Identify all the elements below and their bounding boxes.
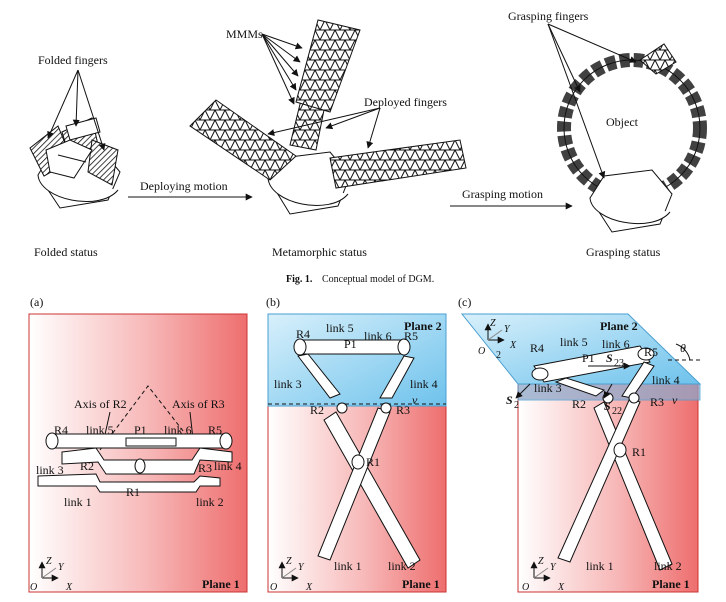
- conceptual-model: Folded fingers Deploying motion MMMs Dep…: [29, 9, 707, 259]
- c-label-s22: S: [604, 399, 611, 413]
- svg-text:2: 2: [514, 400, 519, 411]
- label-grasping-status: Grasping status: [586, 245, 661, 259]
- svg-text:2: 2: [496, 350, 501, 361]
- c-frame-o2: Z Y O X 2: [478, 318, 517, 361]
- c-label-link6: link 6: [602, 337, 630, 351]
- label-folded-status: Folded status: [34, 245, 98, 259]
- c-label-link2: link 2: [654, 559, 682, 573]
- panel-c: (c) Z Y O X 2 R4 link 5 link 6: [458, 295, 702, 593]
- svg-text:X: X: [557, 582, 565, 593]
- c-label-plane1: Plane 1: [652, 577, 690, 591]
- a-label-p1: P1: [134, 423, 147, 437]
- svg-text:O: O: [478, 346, 485, 357]
- svg-text:22: 22: [612, 406, 622, 417]
- label-object: Object: [606, 115, 639, 129]
- panel-b: (b) link 5 Plane 2 R4 P1 link 6 R5 link …: [266, 295, 447, 593]
- svg-text:Z: Z: [490, 318, 496, 329]
- a-label-r1: R1: [126, 485, 140, 499]
- metamorphic-gripper: [189, 19, 467, 215]
- caption-text: Conceptual model of DGM.: [322, 274, 434, 285]
- caption-fig: Fig. 1.: [286, 274, 313, 285]
- b-label-r5: R5: [404, 329, 418, 343]
- svg-text:Y: Y: [58, 562, 65, 573]
- b-label-link6: link 6: [364, 329, 392, 343]
- c-label-r3: R3: [650, 395, 664, 409]
- a-label-r5: R5: [208, 423, 222, 437]
- grasping-gripper: [557, 43, 707, 233]
- label-axis-r2: Axis of R2: [74, 397, 127, 411]
- c-label-plane2: Plane 2: [600, 319, 638, 333]
- b-label-link1: link 1: [334, 559, 362, 573]
- panel-c-tag: (c): [458, 295, 471, 309]
- c-label-link5: link 5: [560, 335, 588, 349]
- a-frame-o1: Z Y O X: [30, 556, 73, 593]
- label-axis-r3: Axis of R3: [172, 397, 225, 411]
- c-label-link1: link 1: [586, 559, 614, 573]
- label-deployed-fingers: Deployed fingers: [364, 95, 447, 109]
- svg-text:O: O: [30, 582, 37, 593]
- a-label-link3: link 3: [36, 463, 64, 477]
- b-label-link4: link 4: [410, 377, 438, 391]
- b-label-r2: R2: [310, 403, 324, 417]
- c-label-link4: link 4: [652, 373, 680, 387]
- b-label-plane1: Plane 1: [402, 577, 440, 591]
- b-label-r1: R1: [366, 455, 380, 469]
- b-label-v: v: [412, 393, 418, 407]
- a-label-r2: R2: [80, 459, 94, 473]
- a-label-link5: link 5: [86, 423, 114, 437]
- label-mmms: MMMs: [226, 27, 263, 41]
- b-label-link5: link 5: [326, 321, 354, 335]
- a-label-plane1: Plane 1: [202, 577, 240, 591]
- b-label-p1: P1: [344, 337, 357, 351]
- c-label-r2: R2: [572, 397, 586, 411]
- panel-b-tag: (b): [266, 295, 280, 309]
- b-label-r4: R4: [296, 327, 310, 341]
- label-grasping-fingers: Grasping fingers: [508, 9, 589, 23]
- b-label-link2: link 2: [388, 559, 416, 573]
- c-label-theta: θ: [680, 341, 686, 355]
- a-label-link4: link 4: [214, 459, 242, 473]
- c-label-s2: S: [506, 393, 513, 407]
- folded-gripper: [29, 117, 121, 209]
- a-label-link1: link 1: [64, 495, 92, 509]
- b-label-link3: link 3: [274, 377, 302, 391]
- c-label-r1: R1: [632, 445, 646, 459]
- svg-text:Y: Y: [504, 324, 511, 335]
- label-grasping-motion: Grasping motion: [462, 187, 543, 201]
- svg-text:Y: Y: [298, 562, 305, 573]
- c-label-r4: R4: [530, 341, 544, 355]
- svg-text:Z: Z: [286, 556, 292, 567]
- b-label-plane2: Plane 2: [404, 319, 442, 333]
- c-frame-o1: Z Y O X: [522, 556, 565, 593]
- svg-text:O: O: [270, 582, 277, 593]
- label-folded-fingers: Folded fingers: [38, 53, 108, 67]
- svg-text:X: X: [305, 582, 313, 593]
- panel-a-tag: (a): [30, 295, 43, 309]
- c-label-v: v: [672, 393, 678, 407]
- c-label-p1: P1: [582, 351, 595, 365]
- a-label-link6: link 6: [164, 423, 192, 437]
- b-label-r3: R3: [396, 403, 410, 417]
- label-deploying-motion: Deploying motion: [140, 179, 228, 193]
- c-label-r5: R5: [644, 345, 658, 359]
- svg-text:Y: Y: [550, 562, 557, 573]
- svg-text:23: 23: [614, 358, 624, 369]
- svg-text:Z: Z: [46, 556, 52, 567]
- svg-text:X: X: [509, 340, 517, 351]
- a-label-r3: R3: [198, 461, 212, 475]
- svg-text:X: X: [65, 582, 73, 593]
- a-label-link2: link 2: [196, 495, 224, 509]
- svg-text:O: O: [522, 582, 529, 593]
- panel-a: (a) Axis of R2 Axis of R3 R4 link 5 P1 l…: [28, 295, 248, 593]
- a-label-r4: R4: [54, 423, 68, 437]
- b-frame-o1: Z Y O X: [270, 556, 313, 593]
- svg-text:Z: Z: [538, 556, 544, 567]
- c-label-s23: S: [606, 351, 613, 365]
- label-metamorphic-status: Metamorphic status: [272, 245, 367, 259]
- figure-caption: Fig. 1. Conceptual model of DGM.: [286, 274, 434, 285]
- plane-2: [267, 313, 447, 407]
- c-label-link3: link 3: [534, 381, 562, 395]
